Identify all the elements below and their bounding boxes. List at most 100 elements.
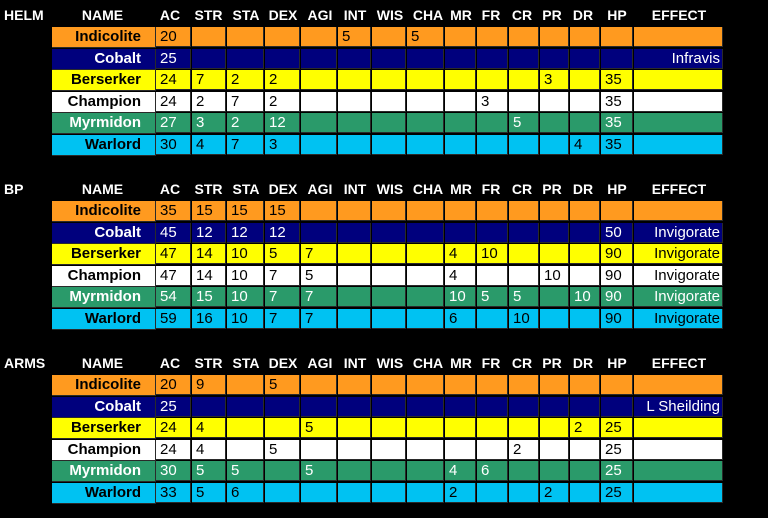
row-name: Champion <box>52 266 156 287</box>
cell-effect: Invigorate <box>634 266 723 286</box>
table-row-cobalt: Cobalt 45 12 12 12 50 Invigorate <box>52 223 724 244</box>
cell-cha <box>407 266 444 286</box>
cell-dex <box>265 483 300 503</box>
cell-wis <box>372 49 406 69</box>
column-header-dr: DR <box>572 181 594 197</box>
header-row: BP NAME AC STR STA DEX AGI INT WIS CHA MR FR CR PR DR H… <box>0 179 768 200</box>
cell-mr <box>445 27 476 47</box>
row-name: Berserker <box>52 418 156 439</box>
cell-sta: 10 <box>227 244 264 264</box>
cell-cr <box>509 375 539 395</box>
cell-sta: 5 <box>227 461 264 481</box>
cell-pr <box>540 375 569 395</box>
cell-wis <box>372 27 406 47</box>
cell-dr <box>570 201 600 221</box>
column-header-str: STR <box>194 355 223 371</box>
cell-dex: 7 <box>265 309 300 329</box>
cell-agi: 5 <box>301 461 337 481</box>
cell-dr <box>570 375 600 395</box>
cell-cha <box>407 244 444 264</box>
cell-pr <box>540 461 569 481</box>
cell-effect <box>634 27 723 47</box>
cell-dex <box>265 461 300 481</box>
cell-mr: 4 <box>445 266 476 286</box>
cell-wis <box>372 397 406 417</box>
column-header-sta: STA <box>232 181 260 197</box>
cell-hp <box>601 201 633 221</box>
cell-effect <box>634 135 723 155</box>
column-header-sta: STA <box>232 7 260 23</box>
cell-dr: 2 <box>570 418 600 438</box>
row-name: Warlord <box>52 483 156 504</box>
cell-dr <box>570 70 600 90</box>
cell-int <box>338 266 371 286</box>
row-name: Indicolite <box>52 375 156 396</box>
cell-int <box>338 375 371 395</box>
cell-pr <box>540 135 569 155</box>
cell-str: 9 <box>192 375 226 395</box>
cell-fr <box>477 27 508 47</box>
column-header-cha: CHA <box>412 355 444 371</box>
cell-mr <box>445 375 476 395</box>
cell-cha <box>407 461 444 481</box>
cell-cr <box>509 223 539 243</box>
cell-int: 5 <box>338 27 371 47</box>
cell-cr: 5 <box>509 113 539 133</box>
cell-wis <box>372 135 406 155</box>
cell-str: 2 <box>192 92 226 112</box>
cell-int <box>338 201 371 221</box>
row-name: Myrmidon <box>52 461 156 482</box>
cell-ac: 24 <box>156 418 191 438</box>
cell-mr <box>445 201 476 221</box>
cell-int <box>338 223 371 243</box>
column-header-effect: EFFECT <box>651 355 707 371</box>
row-name: Warlord <box>52 309 156 330</box>
table-row-champion: Champion 24 2 7 2 3 35 <box>52 92 724 113</box>
cell-effect: L Sheilding <box>634 397 723 417</box>
row-name: Myrmidon <box>52 113 156 134</box>
column-header-fr: FR <box>481 355 501 371</box>
cell-str: 4 <box>192 440 226 460</box>
cell-dex <box>265 49 300 69</box>
column-header-ac: AC <box>159 181 181 197</box>
cell-agi <box>301 27 337 47</box>
cell-str: 14 <box>192 266 226 286</box>
cell-dex: 7 <box>265 266 300 286</box>
cell-str: 15 <box>192 287 226 307</box>
cell-cr <box>509 27 539 47</box>
cell-dr <box>570 27 600 47</box>
cell-agi <box>301 70 337 90</box>
cell-str <box>192 27 226 47</box>
column-header-dex: DEX <box>268 181 298 197</box>
cell-agi <box>301 440 337 460</box>
column-header-int: INT <box>343 355 367 371</box>
column-header-int: INT <box>343 7 367 23</box>
cell-fr <box>477 135 508 155</box>
column-header-cha: CHA <box>412 181 444 197</box>
cell-pr: 10 <box>540 266 569 286</box>
table-row-berserker: Berserker 24 7 2 2 3 35 <box>52 70 724 91</box>
column-header-mr: MR <box>450 7 472 23</box>
cell-dex: 5 <box>265 440 300 460</box>
cell-dr <box>570 440 600 460</box>
cell-effect: Infravis <box>634 49 723 69</box>
cell-wis <box>372 375 406 395</box>
cell-mr: 4 <box>445 461 476 481</box>
table-row-cobalt: Cobalt 25 Infravis <box>52 49 724 70</box>
cell-cha <box>407 309 444 329</box>
row-name: Cobalt <box>52 223 156 244</box>
cell-ac: 25 <box>156 49 191 69</box>
cell-cr <box>509 483 539 503</box>
cell-sta: 15 <box>227 201 264 221</box>
cell-agi <box>301 135 337 155</box>
table-row-warlord: Warlord 59 16 10 7 7 6 10 90 Invigorate <box>52 309 724 330</box>
cell-hp: 25 <box>601 440 633 460</box>
cell-fr <box>477 375 508 395</box>
cell-int <box>338 70 371 90</box>
cell-cr <box>509 244 539 264</box>
cell-agi <box>301 113 337 133</box>
row-name: Berserker <box>52 70 156 91</box>
cell-effect: Invigorate <box>634 244 723 264</box>
cell-mr: 10 <box>445 287 476 307</box>
cell-wis <box>372 287 406 307</box>
